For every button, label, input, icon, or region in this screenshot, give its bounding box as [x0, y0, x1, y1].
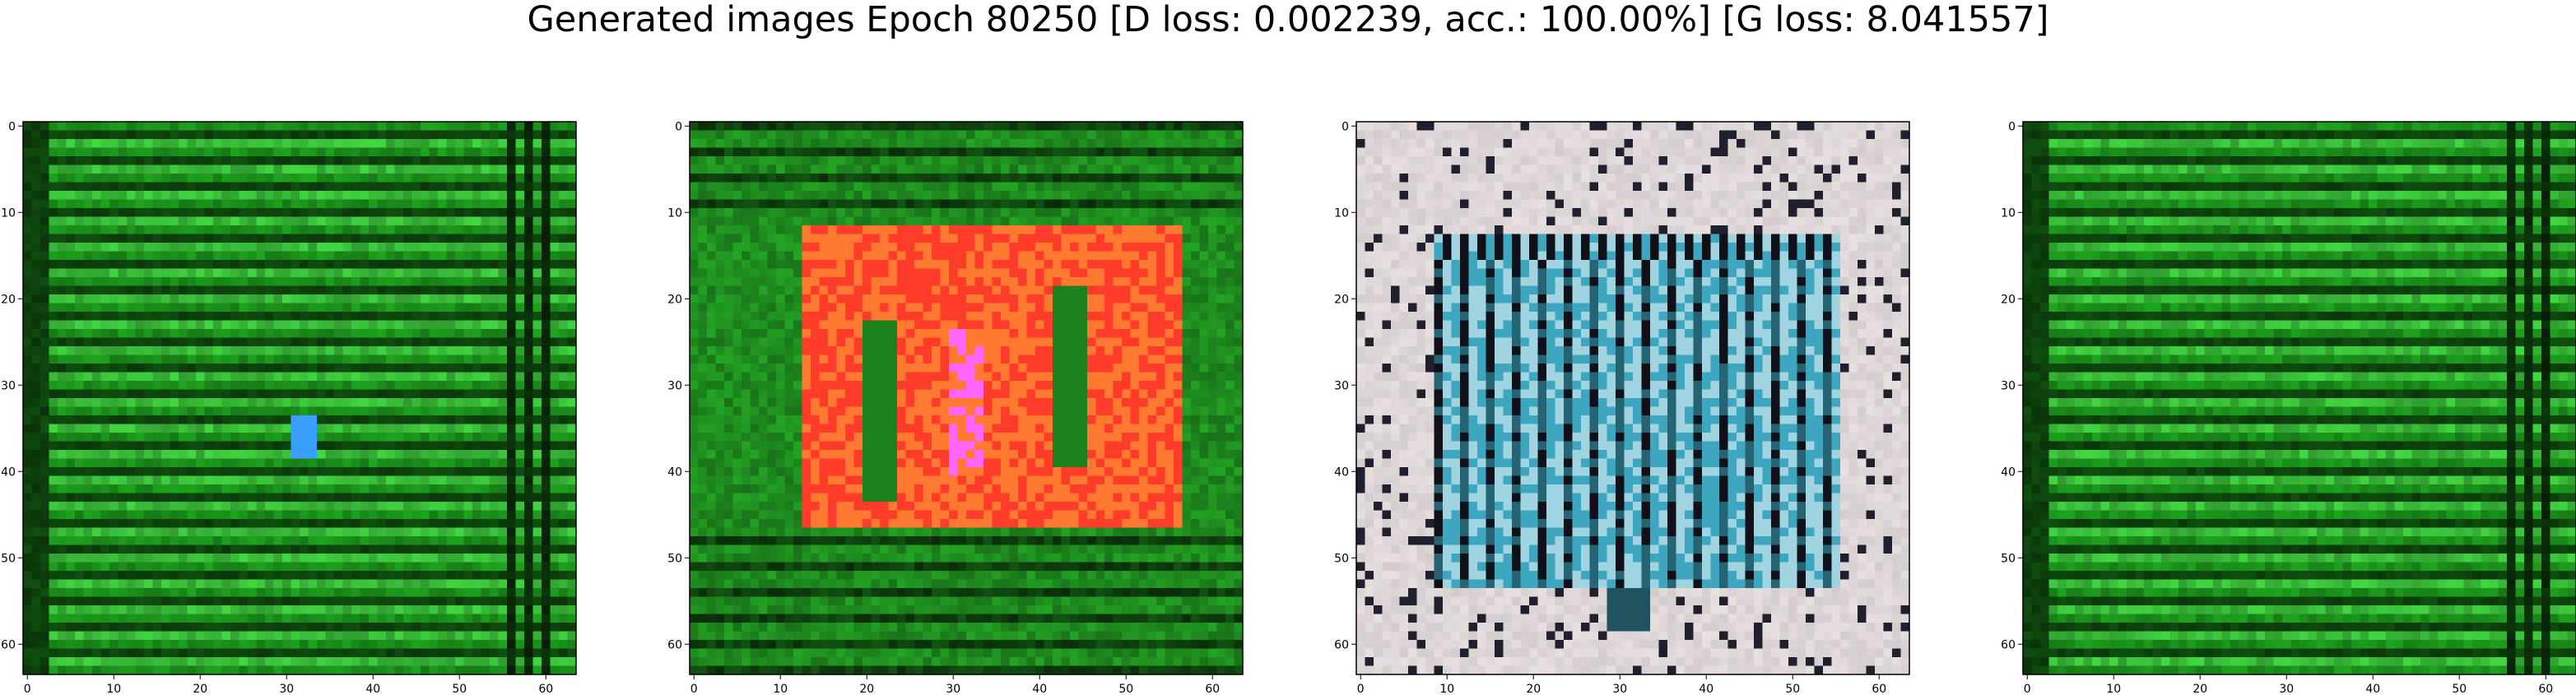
- subplot-1-image: 0 10 20 30 40 50 60 0 10 20 30 40 50 60: [1, 120, 577, 695]
- x-tick-label: 60: [538, 674, 553, 695]
- y-tick-label: 30: [1, 379, 23, 392]
- svg-text:60: 60: [538, 683, 553, 695]
- x-tick-label: 10: [773, 674, 788, 695]
- y-tick-label: 50: [667, 552, 690, 565]
- svg-text:10: 10: [106, 683, 121, 695]
- x-tick-label: 20: [1526, 674, 1541, 695]
- svg-text:0: 0: [8, 120, 16, 133]
- figure-title: Generated images Epoch 80250 [D loss: 0.…: [527, 0, 2049, 40]
- y-tick-label: 20: [1334, 293, 1356, 306]
- x-tick-label: 30: [1612, 674, 1627, 695]
- y-tick-label: 30: [667, 379, 690, 392]
- y-tick-label: 20: [1, 293, 23, 306]
- x-tick-label: 50: [1785, 674, 1800, 695]
- y-tick-label: 0: [8, 120, 23, 133]
- y-tick-label: 10: [667, 206, 690, 220]
- svg-text:20: 20: [1, 293, 16, 306]
- y-tick-label: 60: [1334, 638, 1356, 651]
- x-tick-label: 40: [2365, 674, 2380, 695]
- x-tick-label: 60: [1205, 674, 1220, 695]
- svg-text:10: 10: [1, 206, 16, 220]
- axes-frame: [1355, 121, 1910, 675]
- subplot-3-image: 0 10 20 30 40 50 60 0 10 20 30 40 50 60: [1334, 120, 1910, 695]
- x-tick-label: 0: [690, 674, 698, 695]
- x-tick-label: 10: [1439, 674, 1454, 695]
- x-tick-label: 0: [2024, 674, 2031, 695]
- axes-frame: [2022, 121, 2576, 675]
- svg-text:50: 50: [452, 683, 467, 695]
- subplot-4-image: 0 10 20 30 40 50 60 0 10 20 30 40 50 60: [2001, 120, 2576, 695]
- y-tick-label: 60: [2001, 638, 2023, 651]
- x-tick-label: 50: [452, 674, 467, 695]
- x-tick-label: 30: [279, 674, 294, 695]
- y-tick-label: 60: [667, 638, 690, 651]
- y-tick-label: 10: [1334, 206, 1356, 220]
- y-tick-label: 0: [2008, 120, 2023, 133]
- svg-text:0: 0: [24, 683, 31, 695]
- y-tick-label: 10: [1, 206, 23, 220]
- y-tick-label: 50: [2001, 552, 2023, 565]
- svg-text:60: 60: [1, 638, 16, 651]
- x-tick-label: 0: [24, 674, 31, 695]
- y-tick-label: 20: [667, 293, 690, 306]
- y-tick-label: 30: [2001, 379, 2023, 392]
- svg-text:30: 30: [1, 379, 16, 392]
- y-tick-label: 50: [1334, 552, 1356, 565]
- subplot-1: 0 10 20 30 40 50 60 0 10 20 30 40 50 60: [1, 118, 579, 695]
- x-tick-label: 10: [2106, 674, 2121, 695]
- y-tick-label: 50: [1, 552, 23, 565]
- axes-frame: [22, 121, 577, 675]
- subplot-2: 0 10 20 30 40 50 60 0 10 20 30 40 50 60: [667, 118, 1246, 695]
- y-tick-label: 20: [2001, 293, 2023, 306]
- x-tick-label: 20: [2192, 674, 2207, 695]
- y-tick-label: 60: [1, 638, 23, 651]
- x-tick-label: 0: [1357, 674, 1365, 695]
- svg-text:30: 30: [279, 683, 294, 695]
- y-tick-label: 40: [1, 466, 23, 479]
- x-tick-label: 50: [1118, 674, 1133, 695]
- y-tick-label: 0: [1341, 120, 1356, 133]
- subplot-2-image: 0 10 20 30 40 50 60 0 10 20 30 40 50 60: [667, 120, 1244, 695]
- y-tick-label: 40: [1334, 466, 1356, 479]
- y-tick-label: 30: [1334, 379, 1356, 392]
- x-tick-label: 20: [193, 674, 207, 695]
- x-tick-label: 30: [2279, 674, 2294, 695]
- subplot-4: 0 10 20 30 40 50 60 0 10 20 30 40 50 60: [2001, 118, 2576, 695]
- subplot-3: 0 10 20 30 40 50 60 0 10 20 30 40 50 60: [1334, 118, 1913, 695]
- x-tick-label: 40: [1032, 674, 1047, 695]
- y-tick-label: 40: [2001, 466, 2023, 479]
- x-tick-label: 10: [106, 674, 121, 695]
- y-tick-label: 10: [2001, 206, 2023, 220]
- svg-text:20: 20: [193, 683, 207, 695]
- x-tick-label: 20: [859, 674, 874, 695]
- x-tick-label: 50: [2452, 674, 2467, 695]
- x-tick-label: 60: [2538, 674, 2553, 695]
- axes-frame: [689, 121, 1244, 675]
- svg-text:40: 40: [1, 466, 16, 479]
- svg-text:40: 40: [365, 683, 380, 695]
- y-tick-label: 40: [667, 466, 690, 479]
- x-tick-label: 30: [946, 674, 960, 695]
- y-tick-label: 0: [675, 120, 690, 133]
- x-tick-label: 40: [1699, 674, 1713, 695]
- x-tick-label: 40: [365, 674, 380, 695]
- x-tick-label: 60: [1872, 674, 1886, 695]
- svg-text:50: 50: [1, 552, 16, 565]
